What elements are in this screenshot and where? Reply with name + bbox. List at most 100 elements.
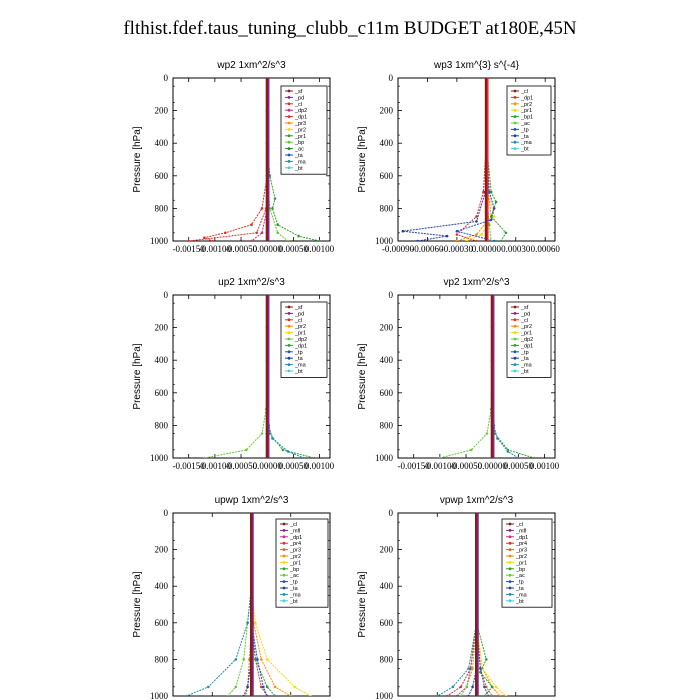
legend-marker <box>282 541 286 545</box>
series-point <box>187 239 190 241</box>
series-point <box>250 239 253 241</box>
x-tick-label: -0.00050 <box>225 244 258 254</box>
series-group <box>438 295 536 458</box>
legend-entry: _pr4 <box>515 541 527 547</box>
legend-marker <box>287 96 291 99</box>
series-point <box>465 239 468 241</box>
legend-entry: _ta <box>515 586 525 592</box>
series-point <box>475 233 478 236</box>
series-point <box>302 456 306 458</box>
legend-entry: _dp2 <box>294 108 307 114</box>
series-point <box>489 218 493 222</box>
y-tick-label: 200 <box>380 106 394 116</box>
series-point <box>479 667 482 670</box>
series-point <box>254 658 257 661</box>
legend-entry: _mfl <box>289 528 300 534</box>
series-point <box>475 220 478 223</box>
series-line-bp <box>251 513 276 696</box>
series-point <box>245 448 248 452</box>
series-point <box>289 694 293 696</box>
chart-panel-6: vpwp 1xm^2/s^3 Pressure [hPa] 0 200 400 600 80… <box>357 495 570 700</box>
legend-marker <box>513 115 517 118</box>
legend-marker <box>513 134 517 138</box>
x-tick-label: 0.00100 <box>530 461 560 471</box>
x-tick-label: -0.00050 <box>450 461 483 471</box>
series-point <box>494 200 498 204</box>
y-axis-label: Pressure [hPa] <box>357 126 368 192</box>
legend-entry: _dp1 <box>294 115 307 121</box>
legend-entry: _mfl <box>515 528 526 534</box>
legend-marker <box>508 554 512 558</box>
series-point <box>496 437 499 440</box>
x-tick-label: -0.00150 <box>398 461 431 471</box>
series-point <box>498 694 502 696</box>
legend-entry: _pd <box>294 311 304 317</box>
legend-marker <box>508 580 512 583</box>
legend-entry: _pr1 <box>520 108 532 114</box>
y-tick-label: 0 <box>164 508 169 518</box>
series-line-dp1 <box>455 78 487 241</box>
series-point <box>492 207 496 210</box>
y-tick-label: 1000 <box>150 236 169 246</box>
legend-marker <box>282 573 286 577</box>
y-tick-label: 600 <box>155 618 169 628</box>
series-point <box>499 239 503 241</box>
chart-panel-3: up2 1xm^2/s^3 Pressure [hPa] 0 200 400 600 800… <box>132 277 335 471</box>
legend-entry: _ac <box>515 573 525 579</box>
y-tick-label: 200 <box>380 545 394 555</box>
legend: _cl_mfl_dp1_pr4_pr3_pr2_pr1_bp_ac_tp_ta_… <box>501 518 553 608</box>
panel-title: up2 1xm^2/s^3 <box>218 277 285 288</box>
legend-entry: _ma <box>520 363 533 369</box>
series-point <box>255 231 258 235</box>
legend-entry: _ma <box>294 159 307 165</box>
y-axis-label: Pressure [hPa] <box>132 343 143 409</box>
series-point <box>262 685 265 689</box>
panel-title: vpwp 1xm^2/s^3 <box>440 495 514 506</box>
x-tick-label: 0.00060 <box>531 244 561 254</box>
legend-marker <box>513 350 517 354</box>
series-point <box>260 231 264 235</box>
legend-marker <box>513 102 517 106</box>
legend-marker <box>287 102 291 106</box>
x-tick-label: -0.00150 <box>173 244 206 254</box>
x-tick-label: 0.00000 <box>472 244 502 254</box>
legend-entry: _ta <box>294 153 304 159</box>
series-point <box>485 658 488 661</box>
legend-marker <box>513 369 517 373</box>
legend-marker <box>287 89 291 93</box>
legend-marker <box>287 363 291 366</box>
series-group <box>203 295 316 458</box>
legend-marker <box>287 318 291 322</box>
series-point <box>234 685 238 689</box>
legend-entry: _cl <box>520 318 528 324</box>
series-point <box>313 456 316 458</box>
series-line-dp2 <box>251 78 268 241</box>
legend-entry: _bp <box>515 567 525 573</box>
series-point <box>260 685 263 689</box>
y-tick-label: 800 <box>155 654 169 664</box>
chart-panel-5: upwp 1xm^2/s^3 Pressure [hPa] 0 200 400 600 80… <box>132 495 345 700</box>
plot-frame <box>397 294 556 459</box>
legend-entry: _pr4 <box>289 541 301 547</box>
legend-marker <box>513 356 517 360</box>
legend-entry: _ta <box>520 134 530 140</box>
legend-entry: _sf <box>520 305 529 311</box>
x-tick-label: -0.00100 <box>199 461 232 471</box>
legend-marker <box>513 331 517 334</box>
series-point <box>492 239 496 241</box>
series-point <box>254 621 257 625</box>
x-tick-label: -0.00050 <box>225 461 258 471</box>
legend-entry: _bp1 <box>520 115 533 121</box>
series-point <box>309 694 312 696</box>
series-point <box>234 658 238 661</box>
legend-marker <box>508 573 512 577</box>
x-tick-label: 0.00050 <box>504 461 534 471</box>
y-tick-label: 200 <box>155 106 169 116</box>
series-line-pr3 <box>476 513 493 696</box>
x-tick-label: 0.00050 <box>279 244 309 254</box>
y-tick-label: 1000 <box>150 453 169 463</box>
y-tick-label: 400 <box>155 581 169 591</box>
series-point <box>469 667 472 670</box>
legend-entry: _bp <box>294 140 304 146</box>
legend-entry: _pr2 <box>294 127 306 133</box>
